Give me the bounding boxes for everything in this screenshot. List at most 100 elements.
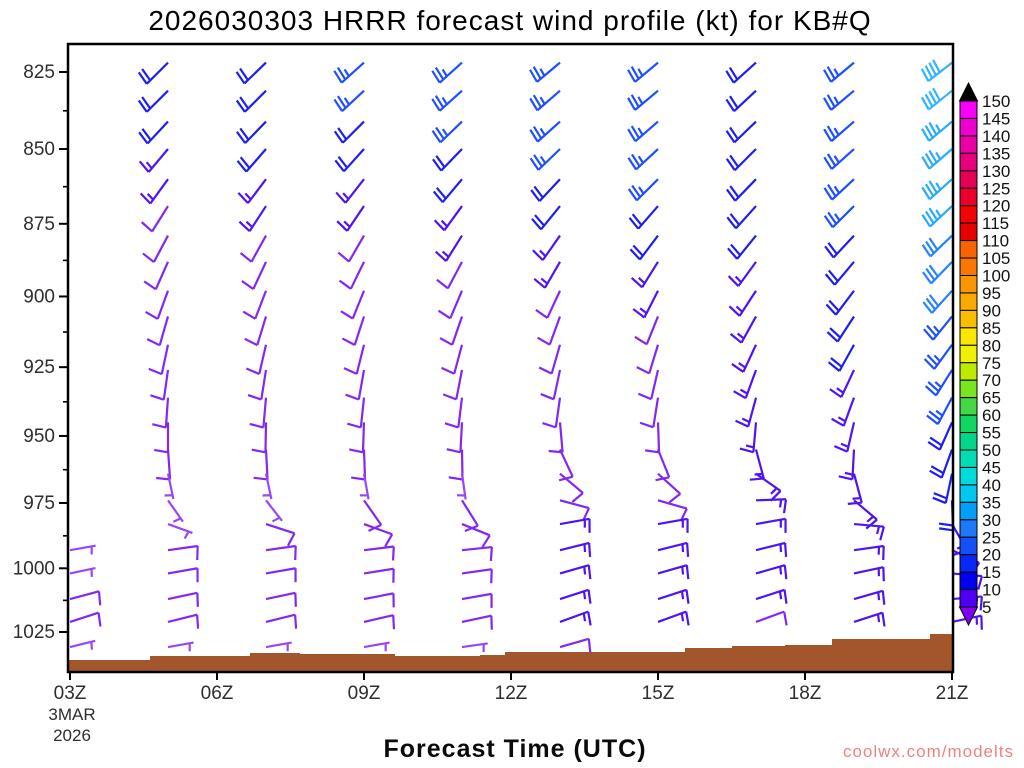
wind-barb: [725, 89, 757, 112]
barb-half-feather: [637, 96, 644, 105]
colorbar-segment: [959, 519, 978, 538]
barb-feather: [531, 218, 542, 231]
wind-barb-field: [69, 59, 983, 653]
wind-barb: [853, 544, 885, 561]
barb-staff: [552, 369, 562, 400]
wind-barb-column-15Z: [627, 61, 690, 626]
barb-feather: [925, 210, 935, 224]
barb-half-feather: [582, 613, 587, 622]
barb-staff: [842, 397, 856, 427]
barb-feather: [627, 157, 637, 171]
wind-barb: [559, 564, 592, 580]
wind-barb: [853, 566, 885, 582]
barb-feather: [730, 243, 741, 256]
barb-feather: [138, 160, 150, 173]
colorbar-segment: [959, 554, 978, 573]
wind-barb: [448, 449, 464, 481]
wind-barb: [340, 290, 366, 320]
wind-barb: [334, 148, 365, 173]
barb-staff: [541, 234, 561, 261]
barb-feather: [627, 97, 636, 111]
colorbar-segment: [959, 100, 978, 119]
barb-feather: [823, 215, 834, 228]
wind-barb: [441, 344, 464, 375]
barb-feather: [236, 131, 247, 144]
wind-barb: [634, 316, 660, 346]
barb-half-feather: [440, 219, 448, 228]
wind-barb: [531, 205, 561, 231]
barb-staff: [166, 449, 172, 480]
barb-feather: [828, 299, 840, 312]
wind-barb: [461, 568, 493, 584]
barb-staff: [256, 316, 268, 346]
barb-feather: [925, 268, 936, 281]
wind-barb: [167, 613, 200, 629]
barb-half-feather: [877, 592, 881, 601]
wind-barb: [853, 522, 885, 541]
wind-barb: [69, 566, 96, 577]
barb-half-feather: [539, 96, 546, 105]
wind-barb: [333, 89, 365, 112]
wind-barb: [728, 290, 757, 317]
barb-half-feather: [582, 591, 587, 600]
colorbar-segment: [959, 449, 978, 468]
barb-feather: [823, 156, 833, 170]
colorbar-label: 125: [982, 179, 1010, 198]
colorbar-segment: [959, 501, 978, 521]
barb-half-feather: [736, 332, 745, 340]
wind-barb: [262, 473, 273, 500]
barb-feather: [529, 129, 539, 143]
wind-barb: [735, 397, 758, 428]
barb-feather: [538, 366, 553, 375]
wind-barb: [559, 517, 591, 533]
colorbar-label: 5: [982, 598, 991, 617]
barb-half-feather: [935, 209, 942, 218]
y-tick-label: 925: [23, 357, 55, 378]
barb-staff: [247, 178, 267, 204]
wind-barb: [755, 610, 788, 626]
barb-feather: [142, 252, 155, 263]
barb-staff: [639, 234, 659, 261]
barb-staff: [69, 611, 99, 623]
barb-feather: [334, 159, 345, 172]
wind-barb: [725, 61, 757, 84]
barb-feather: [733, 390, 747, 400]
barb-half-feather: [343, 97, 351, 106]
barb-feather: [247, 393, 262, 401]
barb-half-feather: [539, 249, 547, 257]
barb-feather: [838, 475, 853, 481]
barb-feather: [145, 310, 159, 320]
wind-barb: [628, 205, 659, 230]
barb-staff: [634, 61, 659, 83]
barb-staff: [340, 61, 365, 84]
wind-barb: [338, 261, 365, 290]
wind-barb: [823, 89, 855, 111]
barb-feather: [922, 271, 933, 285]
wind-barb: [838, 449, 856, 481]
barb-staff: [446, 261, 463, 289]
barb-half-feather: [271, 516, 281, 523]
barb-staff: [167, 544, 198, 552]
barb-feather: [537, 336, 551, 346]
barb-feather: [932, 87, 941, 102]
colorbar-label: 145: [982, 109, 1010, 128]
wind-barb: [755, 498, 788, 514]
colorbar-segment: [959, 170, 978, 189]
barb-staff: [648, 344, 660, 374]
wind-barb: [343, 344, 366, 375]
barb-staff: [457, 397, 464, 428]
colorbar-segment: [959, 362, 978, 381]
barb-feather: [926, 324, 937, 337]
barb-feather: [529, 97, 539, 111]
barb-staff: [265, 499, 283, 522]
barb-feather: [156, 476, 171, 481]
x-tick-label: 06Z: [201, 683, 234, 704]
wind-barb: [335, 178, 365, 204]
barb-feather: [920, 96, 930, 111]
barb-feather: [826, 94, 836, 108]
barb-feather: [138, 131, 149, 145]
barb-staff: [656, 422, 661, 453]
barb-feather: [920, 68, 930, 82]
watermark-link[interactable]: coolwx.com/modelts: [842, 742, 1014, 761]
